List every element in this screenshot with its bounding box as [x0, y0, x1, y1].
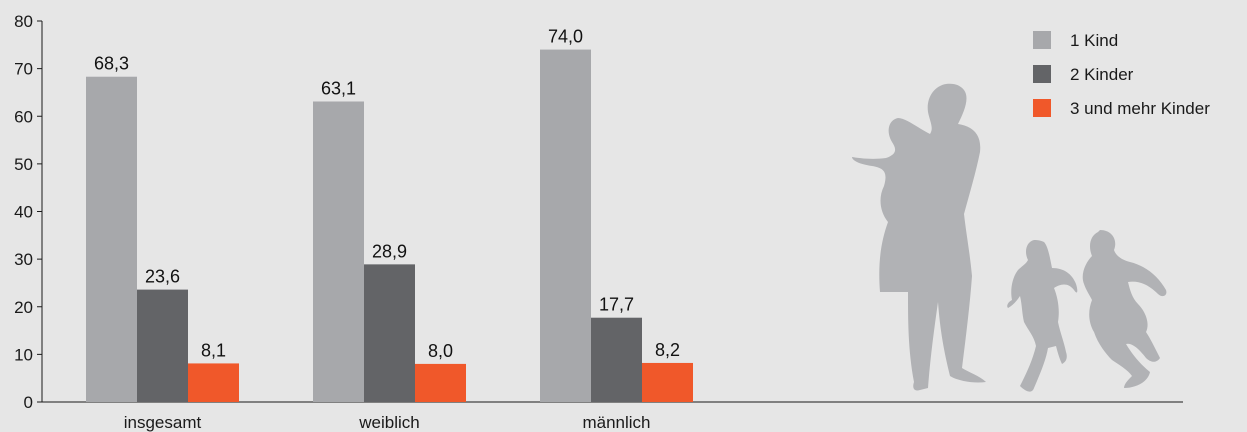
legend-swatch: [1033, 99, 1051, 117]
data-label: 8,1: [201, 340, 226, 360]
legend-swatch: [1033, 31, 1051, 49]
x-tick-label: weiblich: [358, 413, 419, 432]
y-tick-label: 40: [14, 203, 33, 222]
bar: [415, 363, 466, 402]
bar: [591, 317, 642, 402]
data-label: 28,9: [372, 241, 407, 261]
bar: [540, 49, 591, 402]
legend-label: 1 Kind: [1070, 31, 1118, 50]
child-silhouette-icon: [1082, 230, 1167, 388]
child-silhouette-icon: [1007, 240, 1078, 392]
bar: [364, 264, 415, 402]
data-label: 74,0: [548, 27, 583, 47]
data-label: 8,0: [428, 341, 453, 361]
data-label: 8,2: [655, 340, 680, 360]
y-tick-label: 10: [14, 345, 33, 364]
y-tick-label: 0: [24, 393, 33, 412]
woman-silhouette-icon: [852, 83, 986, 391]
legend-label: 2 Kinder: [1070, 65, 1134, 84]
y-tick-label: 70: [14, 60, 33, 79]
bar: [313, 101, 364, 402]
data-label: 68,3: [94, 54, 129, 74]
bars: 68,3 23,6 8,1 insgesamt 63,1 28,9 8,0 weiblich 7…: [86, 27, 693, 432]
family-silhouette-icon: [852, 83, 1167, 392]
data-label: 17,7: [599, 295, 634, 315]
bar: [86, 76, 137, 402]
bar: [137, 289, 188, 402]
legend: 1 Kind 2 Kinder 3 und mehr Kinder: [1033, 31, 1210, 118]
data-label: 63,1: [321, 78, 356, 98]
bar: [642, 362, 693, 402]
x-tick-label: insgesamt: [124, 413, 202, 432]
legend-swatch: [1033, 65, 1051, 83]
bar: [188, 363, 239, 402]
y-tick-label: 60: [14, 107, 33, 126]
y-tick-label: 30: [14, 250, 33, 269]
data-label: 23,6: [145, 267, 180, 287]
y-tick-label: 80: [14, 12, 33, 31]
x-tick-label: männlich: [582, 413, 650, 432]
y-tick-label: 20: [14, 298, 33, 317]
y-tick-label: 50: [14, 155, 33, 174]
legend-label: 3 und mehr Kinder: [1070, 99, 1210, 118]
